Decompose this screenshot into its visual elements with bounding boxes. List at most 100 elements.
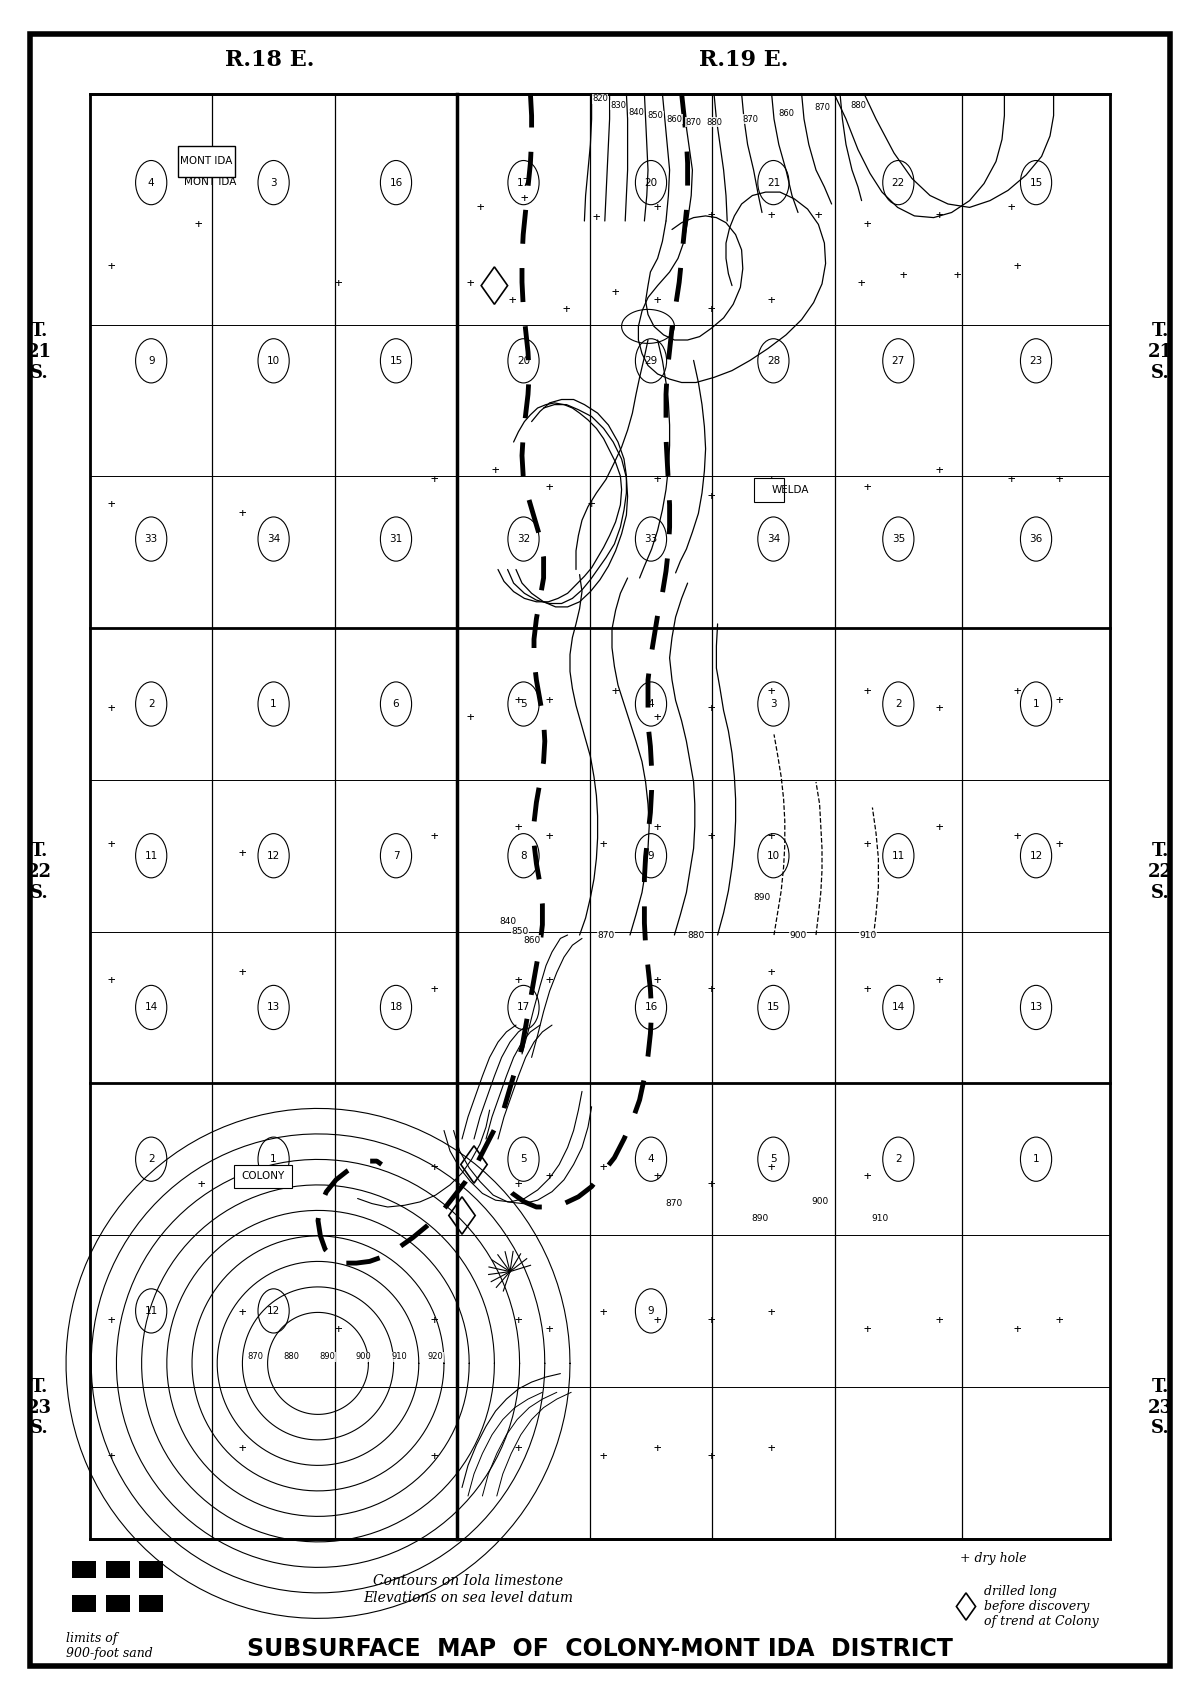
Text: 830: 830 (610, 100, 626, 110)
Text: 9: 9 (648, 850, 654, 860)
Text: T.
23
S.: T. 23 S. (1148, 1377, 1172, 1438)
Text: +: + (708, 1450, 715, 1464)
Text: +: + (1014, 260, 1021, 274)
Text: +: + (546, 1170, 553, 1183)
Text: 1: 1 (270, 1154, 277, 1165)
Text: 3: 3 (770, 699, 776, 709)
Text: +: + (654, 711, 661, 724)
Text: 16: 16 (644, 1003, 658, 1013)
Text: 880: 880 (688, 930, 704, 940)
Text: +: + (108, 702, 115, 716)
Text: 6: 6 (392, 699, 400, 709)
Text: 8: 8 (520, 850, 527, 860)
Text: 11: 11 (144, 1306, 158, 1316)
Text: 870: 870 (247, 1352, 264, 1362)
Text: +: + (239, 966, 246, 979)
Text: MONT IDA: MONT IDA (180, 156, 233, 167)
Text: +: + (768, 830, 775, 843)
Text: 28: 28 (767, 355, 780, 366)
Text: 900: 900 (355, 1352, 372, 1362)
Text: 2: 2 (895, 699, 901, 709)
Text: 850: 850 (511, 927, 528, 937)
Bar (72, 1595, 96, 1612)
Text: 10: 10 (767, 850, 780, 860)
Text: 870: 870 (598, 930, 614, 940)
Text: 33: 33 (644, 534, 658, 544)
Text: 7: 7 (392, 850, 400, 860)
Text: 870: 870 (666, 1198, 683, 1209)
Text: +: + (239, 507, 246, 520)
Text: +: + (600, 838, 607, 852)
Text: 4: 4 (648, 1154, 654, 1165)
Text: 5: 5 (520, 1154, 527, 1165)
Text: +: + (654, 974, 661, 988)
Text: +: + (521, 192, 528, 206)
Text: 29: 29 (644, 355, 658, 366)
Text: 840: 840 (499, 916, 516, 927)
Text: +: + (546, 830, 553, 843)
Text: +: + (708, 1314, 715, 1328)
Text: 1: 1 (1033, 1154, 1039, 1165)
Text: 2: 2 (895, 1154, 901, 1165)
Text: +: + (1056, 1314, 1063, 1328)
Text: +: + (600, 1306, 607, 1319)
Text: +: + (708, 1178, 715, 1192)
Text: 34: 34 (266, 534, 281, 544)
Text: +: + (708, 702, 715, 716)
Text: +: + (654, 821, 661, 835)
Text: +: + (467, 711, 474, 724)
Text: +: + (768, 1306, 775, 1319)
Text: 15: 15 (1030, 177, 1043, 187)
Text: +: + (768, 685, 775, 699)
Text: +: + (864, 983, 871, 996)
Bar (754, 478, 784, 502)
Text: 2: 2 (148, 699, 155, 709)
Text: 880: 880 (850, 100, 866, 110)
Text: SUBSURFACE  MAP  OF  COLONY-MONT IDA  DISTRICT: SUBSURFACE MAP OF COLONY-MONT IDA DISTRI… (247, 1637, 953, 1661)
Text: +: + (431, 983, 438, 996)
Text: R.18 E.: R.18 E. (226, 49, 314, 70)
Text: +: + (900, 269, 907, 282)
Text: +: + (768, 473, 775, 486)
Text: 890: 890 (751, 1214, 768, 1224)
Text: +: + (708, 983, 715, 996)
Text: 820: 820 (592, 94, 608, 104)
Text: +: + (563, 303, 570, 316)
Text: 910: 910 (391, 1352, 408, 1362)
Text: +: + (864, 685, 871, 699)
Text: 890: 890 (319, 1352, 336, 1362)
Text: +: + (1056, 694, 1063, 707)
Text: +: + (612, 286, 619, 299)
Text: 32: 32 (517, 534, 530, 544)
Text: 900: 900 (790, 930, 806, 940)
Text: 13: 13 (266, 1003, 281, 1013)
Text: T.
22
S.: T. 22 S. (28, 842, 52, 903)
Text: +: + (492, 464, 499, 478)
Text: 15: 15 (389, 355, 403, 366)
Bar (72, 1561, 96, 1578)
Text: 11: 11 (144, 850, 158, 860)
Text: +: + (431, 830, 438, 843)
Text: 910: 910 (859, 930, 876, 940)
Text: 14: 14 (144, 1003, 158, 1013)
Text: 35: 35 (892, 534, 905, 544)
Text: +: + (335, 277, 342, 291)
Text: + dry hole: + dry hole (960, 1552, 1026, 1566)
Text: +: + (708, 209, 715, 223)
Text: 5: 5 (770, 1154, 776, 1165)
Text: 2: 2 (148, 1154, 155, 1165)
Text: +: + (1014, 1323, 1021, 1336)
Text: 16: 16 (389, 177, 403, 187)
Text: +: + (108, 1314, 115, 1328)
Text: +: + (476, 201, 484, 214)
Text: 9: 9 (148, 355, 155, 366)
Text: +: + (546, 1323, 553, 1336)
Text: 1: 1 (270, 699, 277, 709)
Text: 20: 20 (517, 355, 530, 366)
Text: 910: 910 (871, 1214, 888, 1224)
Text: +: + (936, 821, 943, 835)
Text: 27: 27 (892, 355, 905, 366)
Text: +: + (815, 209, 822, 223)
Text: +: + (1056, 838, 1063, 852)
Text: +: + (600, 1450, 607, 1464)
